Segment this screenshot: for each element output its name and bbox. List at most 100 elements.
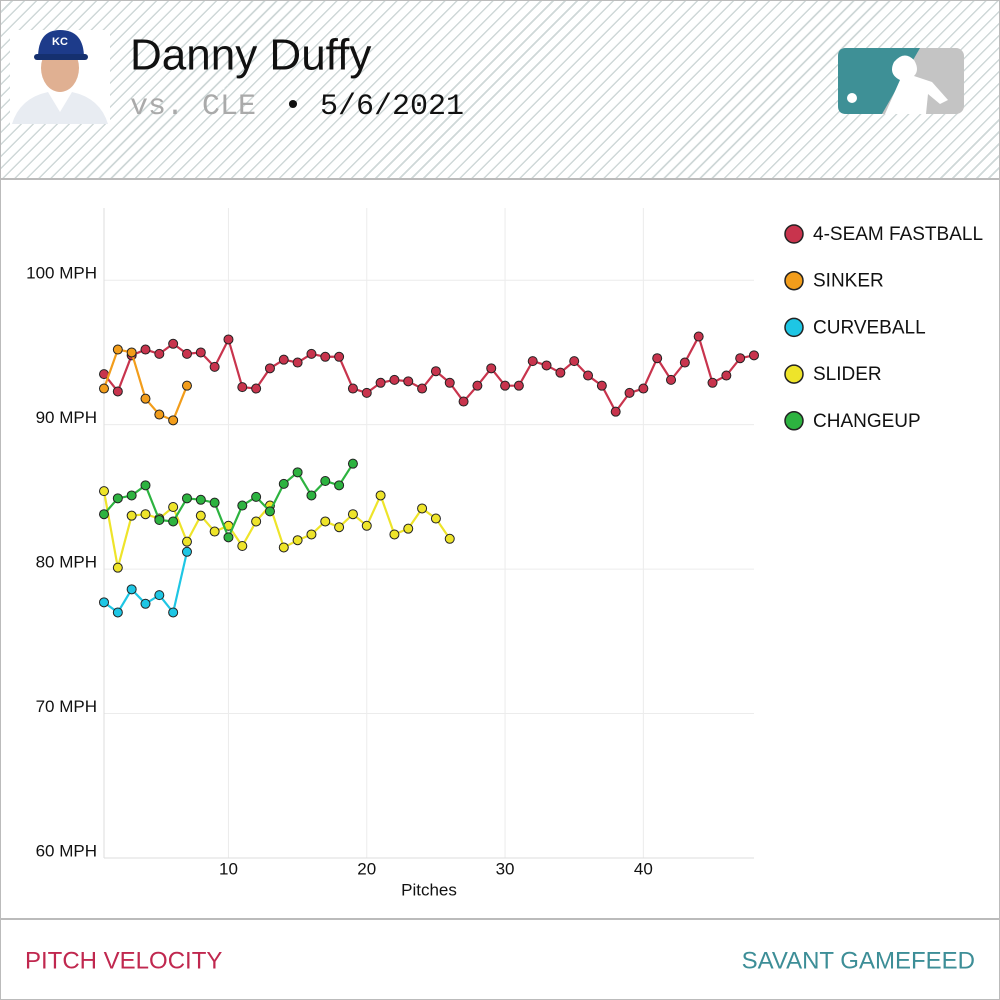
player-name: Danny Duffy [130,31,371,80]
data-point [181,493,192,504]
data-point [527,356,538,367]
data-point [99,509,109,520]
data-point [666,374,677,385]
data-point [168,338,179,349]
series-line [102,348,189,422]
legend-label: CHANGEUP [813,411,921,432]
series [99,486,455,573]
game-date: 5/6/2021 [320,90,464,124]
data-point [652,353,663,364]
data-point [278,478,289,489]
data-point [707,377,718,388]
data-point [251,516,262,527]
data-point [583,370,594,381]
legend-swatch [784,364,804,384]
header [0,0,1000,180]
data-point [168,502,179,512]
data-point [154,515,165,525]
legend-swatch [784,411,804,431]
data-point [209,497,220,508]
data-point [375,490,386,501]
data-point [430,513,441,524]
data-point [679,357,690,368]
data-point [237,541,248,551]
x-tick-label: 10 [219,859,238,878]
data-point [223,532,234,543]
data-point [292,467,303,478]
footer-title: PITCH VELOCITY [25,947,222,974]
data-point [306,348,317,359]
data-point [140,598,151,609]
data-point [140,344,151,355]
data-point [347,509,358,520]
data-point [749,350,759,361]
mlb-logo [838,48,964,114]
data-point [472,380,483,391]
legend-label: CURVEBALL [813,317,926,338]
data-point [500,380,511,391]
series [99,344,192,426]
series [99,331,759,417]
data-point [417,503,428,514]
data-point [361,387,372,398]
data-point [181,348,192,359]
data-point [126,510,137,521]
data-point [126,584,137,595]
data-point [735,353,746,364]
data-point [195,494,206,505]
data-point [610,406,621,417]
data-point [112,344,123,355]
data-point [140,393,151,404]
data-point [278,354,289,365]
data-point [347,458,358,469]
data-point [458,396,469,407]
data-point [140,480,151,491]
data-point [513,380,524,391]
data-point [112,607,123,618]
data-point [596,380,607,391]
data-point [154,409,165,420]
legend-label: SLIDER [813,364,882,385]
svg-text:KC: KC [52,36,68,48]
data-point [154,590,165,601]
data-point [334,480,345,491]
data-point [140,509,151,520]
data-point [181,546,192,557]
data-point [168,415,179,426]
data-point [292,535,303,546]
data-point [126,347,137,358]
data-point [237,500,248,511]
data-point [251,491,262,502]
data-point [99,383,109,394]
data-point [209,361,220,372]
data-point [209,526,220,537]
series-line [102,490,451,568]
data-point [237,382,248,393]
data-point [181,380,192,391]
data-point [168,607,179,618]
legend-swatch [784,224,804,244]
data-point [624,387,635,398]
data-point [334,351,345,362]
data-point [347,383,358,394]
data-point [292,357,303,368]
data-point [444,533,455,544]
opponent: vs. CLE [130,90,256,124]
data-point [541,360,552,371]
y-tick-label: 90 MPH [36,408,97,427]
data-point [112,386,123,397]
data-point [320,351,331,362]
data-point [721,370,732,381]
x-tick-label: 20 [357,859,376,878]
data-point [99,486,109,497]
data-point [168,516,179,527]
data-point [444,377,455,388]
data-point [389,529,400,540]
series [99,546,192,618]
series [99,458,358,543]
data-point [264,363,275,374]
data-point [375,377,386,388]
data-point [112,562,123,573]
